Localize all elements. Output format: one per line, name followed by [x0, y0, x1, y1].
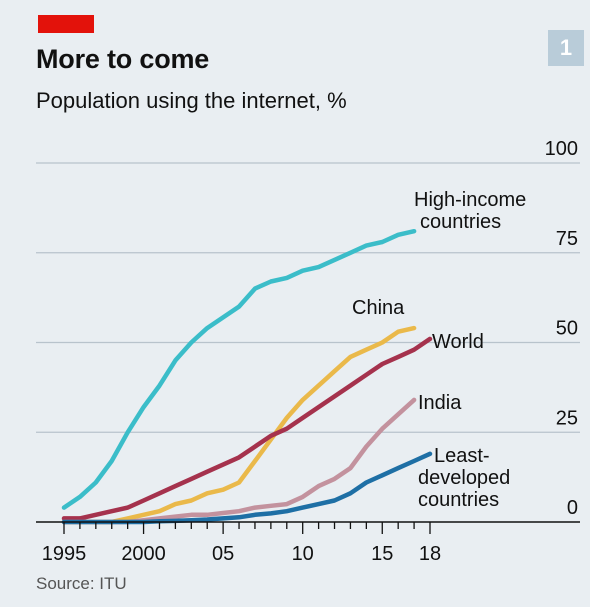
series-labels: High-income countriesChinaWorldIndiaLeast…: [352, 189, 526, 511]
chart-subtitle: Population using the internet, %: [36, 88, 347, 113]
series-label-world: World: [432, 331, 484, 353]
series-label-line: China: [352, 297, 405, 319]
series-label-line: High-income: [414, 189, 526, 211]
series-label-line: India: [418, 392, 462, 414]
series-line-world: [61, 336, 433, 521]
series-label-china: China: [352, 297, 405, 319]
series-label-least-developed-countries: Least-developed countries: [418, 445, 510, 511]
series-label-line: countries: [418, 489, 499, 511]
x-tick-label-2010: 10: [292, 543, 314, 565]
series-label-line: Least-: [434, 445, 490, 467]
series-label-india: India: [418, 392, 462, 414]
series-label-line: World: [432, 331, 484, 353]
x-axis: [36, 521, 580, 534]
x-tick-label-2015: 15: [371, 543, 393, 565]
x-tick-labels: 1995 2000 05 10 15 18: [42, 543, 441, 565]
chart-number-badge: 1: [548, 30, 584, 66]
chart-title: More to come: [36, 44, 210, 74]
x-tick-label-2018: 18: [419, 543, 441, 565]
x-tick-label-2000: 2000: [121, 543, 166, 565]
series-label-line: developed: [418, 467, 510, 489]
y-tick-label-100: 100: [545, 138, 578, 160]
y-tick-label-0: 0: [567, 497, 578, 519]
red-tab-decoration: [38, 15, 94, 33]
x-tick-label-2005: 05: [212, 543, 234, 565]
y-tick-label-25: 25: [556, 407, 578, 429]
series-line-india: [61, 397, 417, 525]
source-note: Source: ITU: [36, 574, 127, 593]
series-line-high-income-countries: [61, 228, 417, 510]
x-tick-label-1995: 1995: [42, 543, 87, 565]
y-tick-label-50: 50: [556, 318, 578, 340]
y-tick-label-75: 75: [556, 228, 578, 250]
y-tick-labels: 0 25 50 75 100: [545, 138, 578, 519]
series-lines: [61, 228, 433, 525]
series-line-china: [61, 325, 417, 525]
series-label-high-income-countries: High-income countries: [414, 189, 526, 233]
series-label-line: countries: [420, 211, 501, 233]
